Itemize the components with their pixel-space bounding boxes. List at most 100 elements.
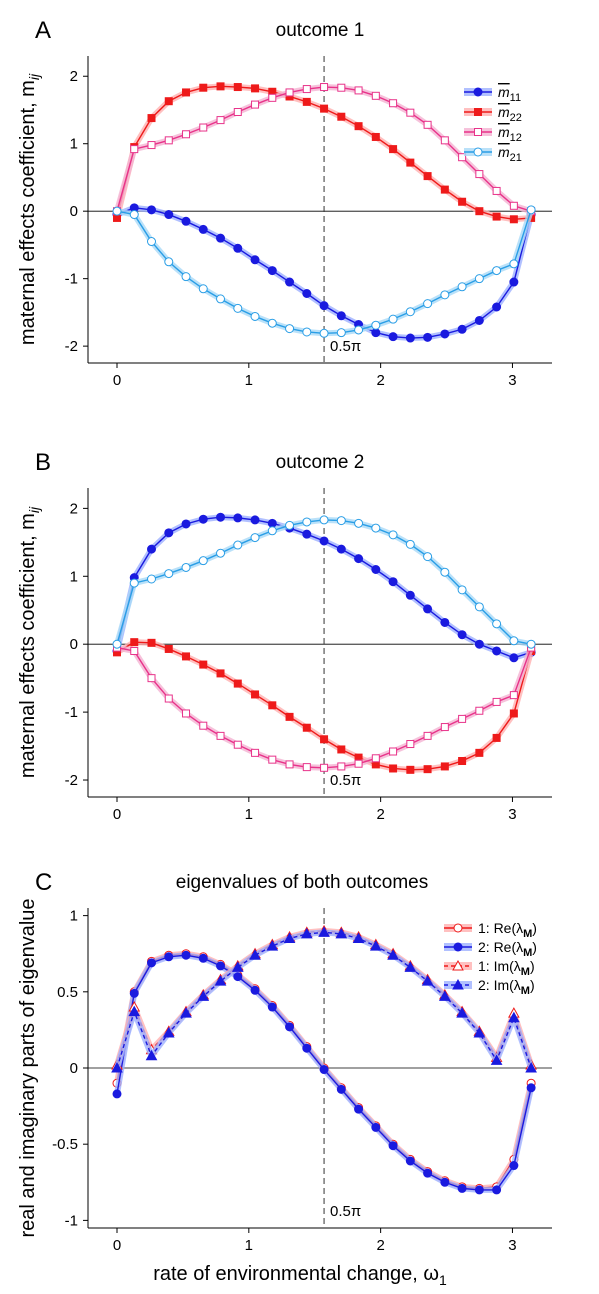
y-axis-label-main: real and imaginary parts of eigenvalue <box>17 898 39 1237</box>
data-point <box>129 210 139 220</box>
data-point <box>319 328 329 338</box>
data-point <box>387 949 399 960</box>
data-point <box>492 186 501 195</box>
data-point <box>251 690 260 699</box>
data-point <box>458 197 467 206</box>
data-point <box>216 961 226 971</box>
data-point <box>285 1022 295 1032</box>
data-point <box>181 950 191 960</box>
legend-label-sub: M <box>521 966 530 978</box>
data-point <box>268 93 277 102</box>
data-point <box>389 145 398 154</box>
data-point <box>318 926 330 937</box>
data-point <box>438 990 451 1001</box>
data-point <box>371 564 381 574</box>
legend-marker <box>452 978 464 990</box>
data-point <box>267 518 277 528</box>
data-point <box>214 975 227 986</box>
data-point <box>509 259 519 269</box>
legend-label-sub: M <box>523 947 532 959</box>
data-point <box>199 83 208 92</box>
data-point <box>336 328 346 338</box>
x-axis-label: rate of environmental change, ω1 <box>153 1263 447 1288</box>
data-point <box>492 697 501 706</box>
legend-label-base: m <box>498 104 510 120</box>
data-point <box>285 712 294 721</box>
data-point <box>181 216 191 226</box>
data-point <box>302 327 312 337</box>
data-point <box>492 646 502 656</box>
data-point <box>371 320 381 330</box>
legend-label-end: ) <box>532 920 537 936</box>
data-point <box>336 544 346 554</box>
data-point <box>526 205 536 215</box>
data-point <box>112 1089 122 1099</box>
data-point <box>492 302 502 312</box>
data-point <box>421 975 434 986</box>
data-point <box>164 528 174 538</box>
data-point <box>302 763 311 772</box>
legend-marker <box>474 128 482 136</box>
data-point <box>180 1007 192 1018</box>
data-point <box>111 1061 123 1073</box>
data-point <box>216 82 225 91</box>
data-point <box>389 747 398 756</box>
data-point <box>404 961 417 972</box>
data-point <box>197 990 210 1001</box>
data-point <box>457 324 467 334</box>
data-point <box>492 1185 502 1195</box>
data-point <box>147 544 157 554</box>
data-point <box>509 653 519 663</box>
data-point <box>354 518 364 528</box>
data-point <box>423 299 433 309</box>
data-point <box>233 513 243 523</box>
data-point <box>181 272 191 282</box>
y-tick-label: -1 <box>65 271 78 288</box>
data-point <box>371 328 381 338</box>
data-point <box>285 277 295 287</box>
data-point <box>251 84 260 93</box>
legend-marker <box>453 942 463 952</box>
data-point <box>440 185 449 194</box>
data-point <box>369 940 382 951</box>
data-point <box>302 723 311 732</box>
data-point <box>473 1026 486 1038</box>
data-point <box>490 1054 503 1065</box>
data-point <box>283 932 296 943</box>
data-point <box>130 646 139 655</box>
data-point <box>354 554 364 564</box>
data-point <box>233 303 243 313</box>
data-point <box>216 669 225 678</box>
data-point <box>198 556 208 566</box>
y-axis-label: real and imaginary parts of eigenvalue <box>17 898 39 1237</box>
data-point <box>423 120 432 129</box>
data-point <box>423 731 432 740</box>
y-tick-label: -2 <box>65 338 78 355</box>
data-point <box>147 237 157 247</box>
half-pi-label: 0.5π <box>330 772 361 789</box>
legend-marker <box>453 923 463 933</box>
data-point <box>198 514 208 524</box>
data-point <box>216 731 225 740</box>
x-tick-label: 0 <box>113 806 121 823</box>
data-point <box>285 88 294 97</box>
data-point <box>147 114 156 123</box>
x-tick-label: 1 <box>245 1237 253 1254</box>
panel-label: B <box>35 449 51 476</box>
legend-label-base: m <box>498 144 510 160</box>
series-3 <box>111 926 537 1073</box>
data-point <box>509 709 518 718</box>
data-point <box>182 130 191 139</box>
data-point <box>423 332 433 342</box>
data-point <box>302 517 312 527</box>
data-point <box>250 255 260 265</box>
data-point <box>181 519 191 529</box>
legend-marker <box>473 147 483 157</box>
data-point <box>475 207 484 216</box>
data-point <box>492 266 502 276</box>
series-3 <box>112 515 536 649</box>
data-point <box>389 764 398 773</box>
legend-label-main: 2: Re(λ <box>478 939 523 955</box>
